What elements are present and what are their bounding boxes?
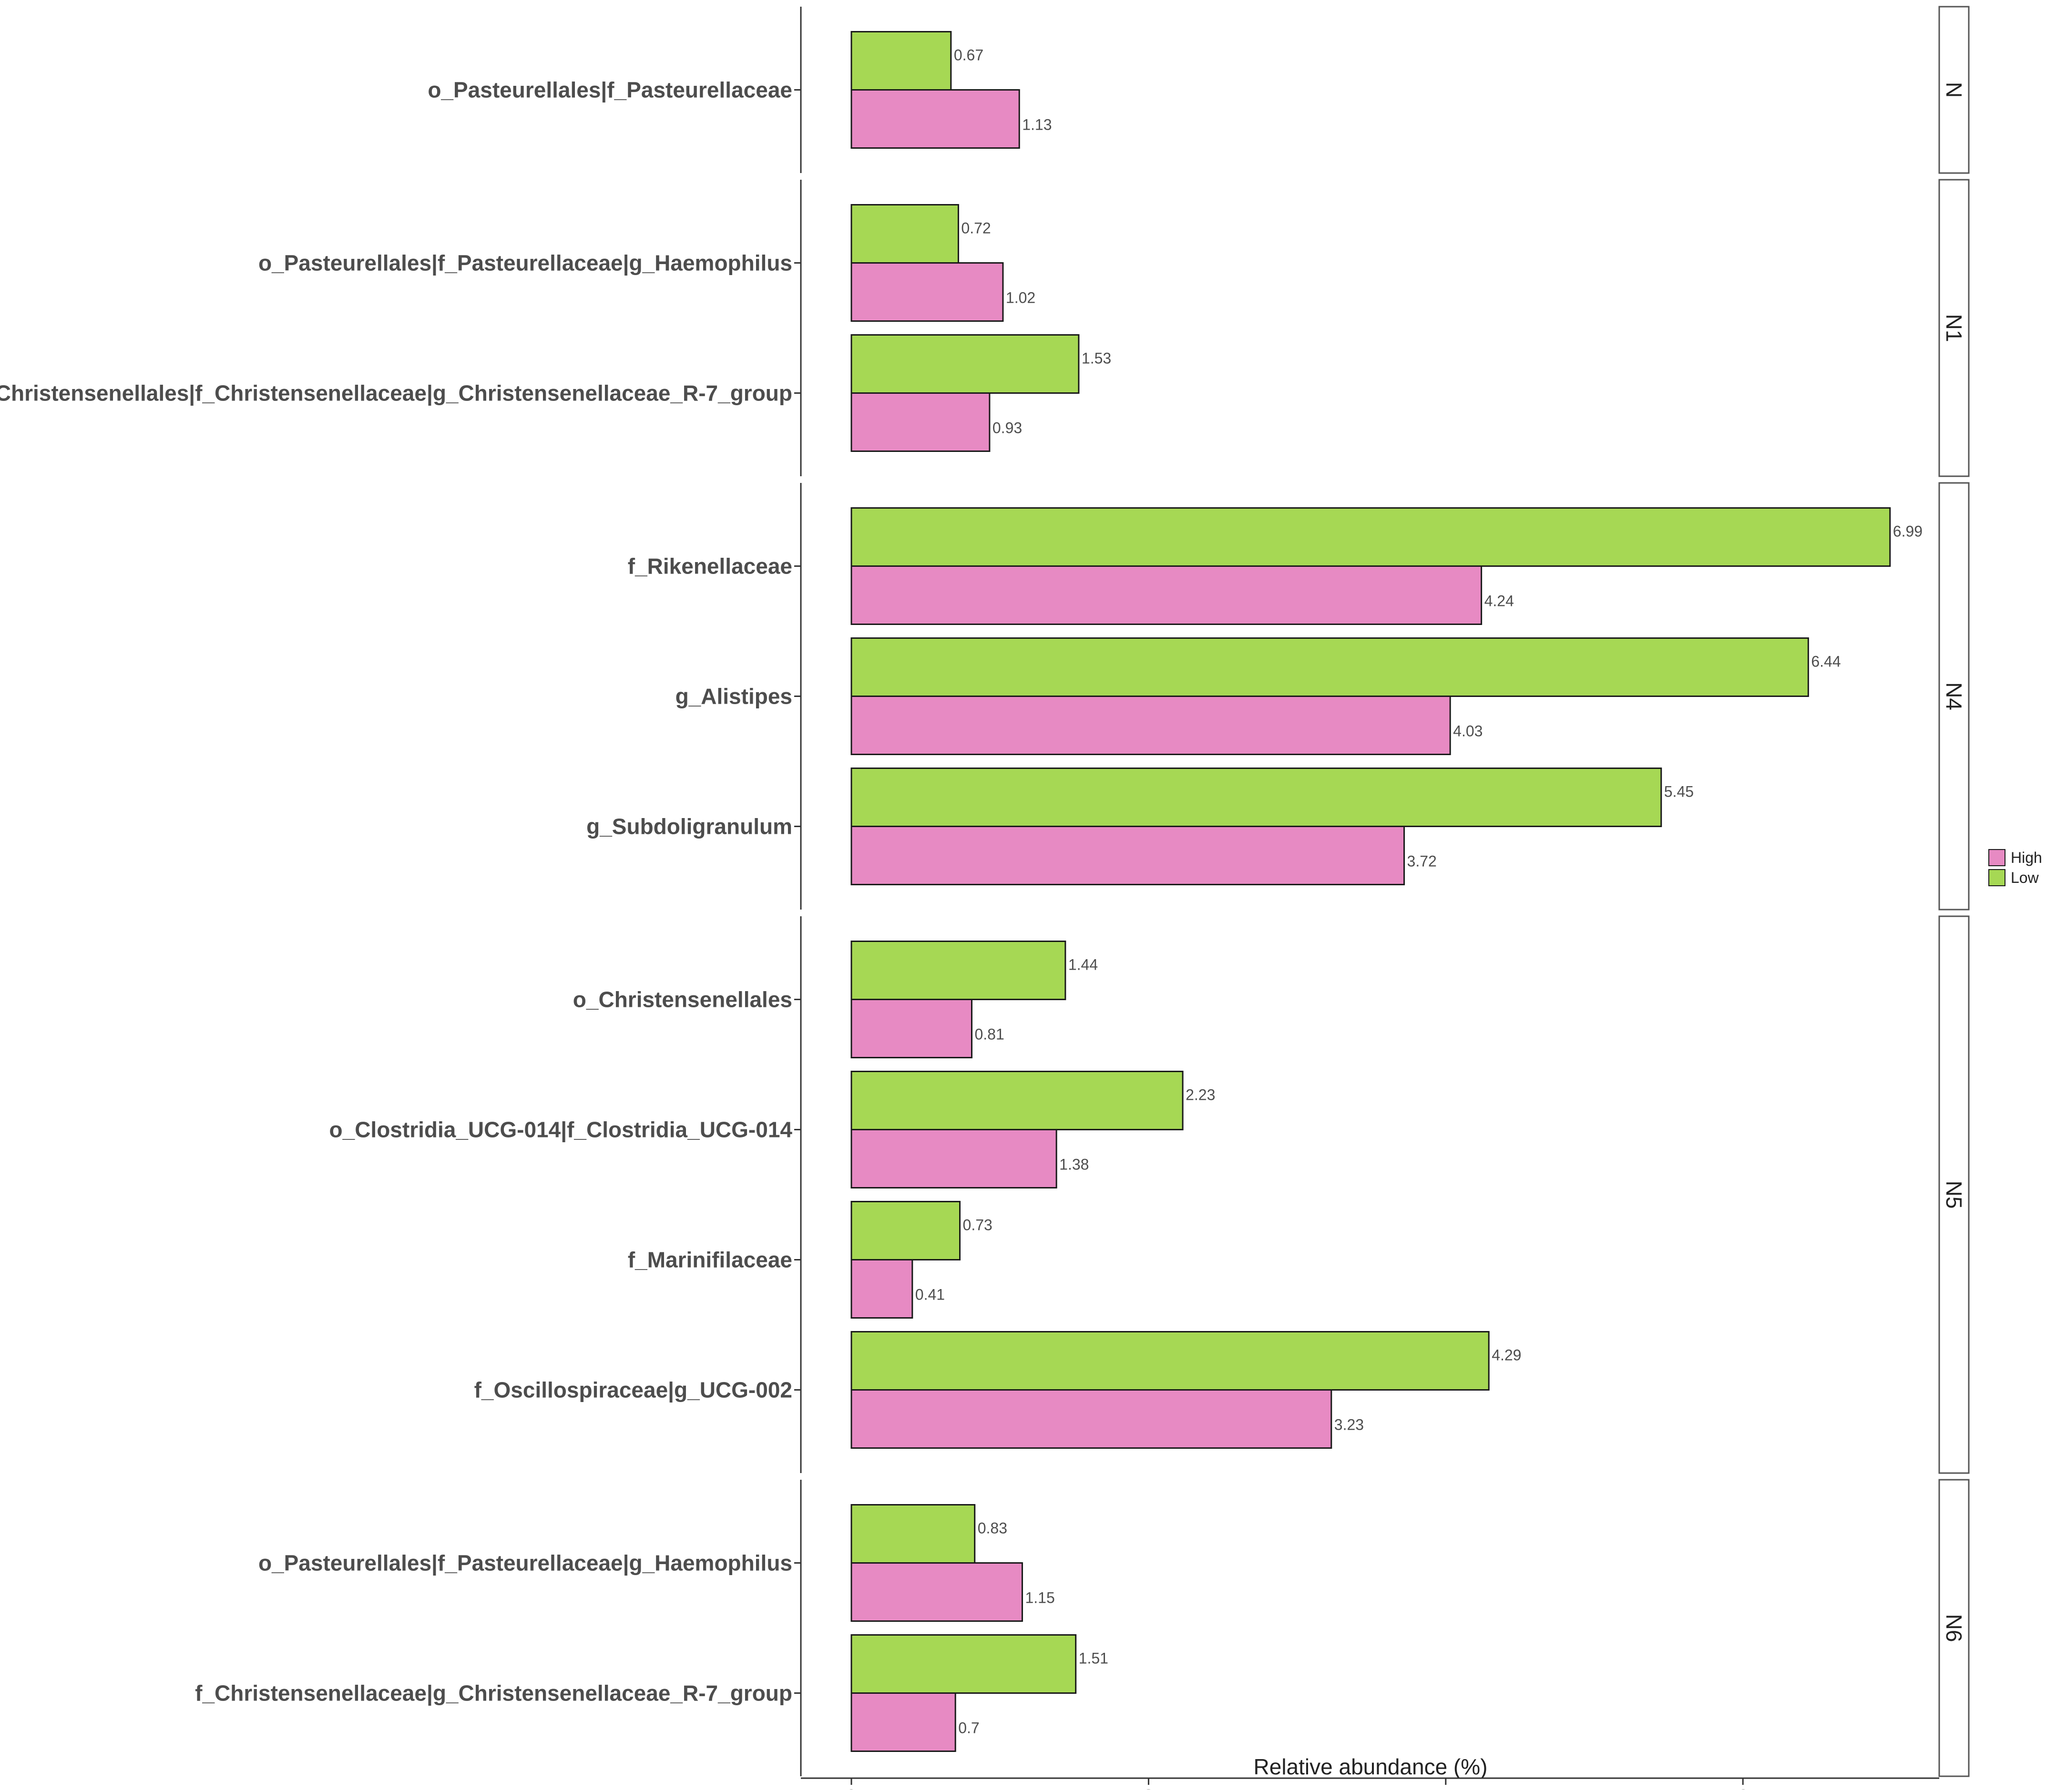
value-label-high: 0.93	[992, 420, 1022, 437]
value-label-low: 1.51	[1079, 1650, 1108, 1667]
value-label-low: 0.72	[961, 220, 991, 237]
value-label-high: 1.15	[1025, 1589, 1054, 1607]
bar-high	[850, 1259, 913, 1319]
bar-low	[850, 1201, 961, 1260]
bar-high	[850, 1692, 956, 1752]
x-tick-label: 2	[1143, 1785, 1154, 1790]
bar-low	[850, 204, 959, 264]
category-label: o_Pasteurellales|f_Pasteurellaceae	[428, 78, 792, 102]
category-label: o_Pasteurellales|f_Pasteurellaceae|g_Hae…	[258, 1551, 792, 1576]
bar-low	[850, 768, 1662, 827]
value-label-high: 0.41	[915, 1286, 945, 1303]
value-label-low: 0.83	[978, 1520, 1007, 1537]
panels-layer: No_Pasteurellales|f_Pasteurellaceae 0.67 1…	[0, 6, 1970, 1777]
value-label-high: 1.38	[1059, 1156, 1089, 1173]
value-label-low: 1.44	[1068, 956, 1098, 973]
bar-high	[850, 262, 1004, 322]
panel-n5: N5 o_Christensenellales 1.44 0.81 o_Clostrid…	[329, 915, 1970, 1474]
value-label-high: 3.72	[1407, 853, 1437, 870]
bar-high	[850, 826, 1405, 885]
value-label-high: 3.23	[1334, 1416, 1364, 1434]
x-tick-label: 4	[1440, 1785, 1452, 1790]
legend-label-low: Low	[2011, 869, 2039, 886]
bar-low	[850, 334, 1080, 394]
bar-low	[850, 1071, 1184, 1130]
x-axis: Relative abundance (%) 0 2 4 6	[801, 1754, 1939, 1792]
legend-swatch-low	[1988, 869, 2005, 886]
bar-high	[850, 1389, 1332, 1449]
value-label-high: 4.03	[1453, 723, 1483, 740]
bar-low	[850, 1331, 1490, 1391]
value-label-low: 6.99	[1893, 523, 1923, 540]
category-label: f_Marinifilaceae	[628, 1248, 792, 1272]
legend: High Low	[1988, 849, 2042, 886]
facet-strip	[1938, 482, 1970, 911]
bar-high	[850, 1129, 1057, 1188]
value-label-high: 0.7	[958, 1720, 979, 1737]
value-label-high: 1.13	[1022, 116, 1052, 133]
facet-strip	[1938, 179, 1970, 477]
facet-strip	[1938, 1479, 1970, 1777]
facet-strip-label: N4	[1942, 682, 1966, 710]
bar-high	[850, 696, 1451, 755]
category-label: f_Oscillospiraceae|g_UCG-002	[474, 1378, 792, 1403]
facet-strip-label: N6	[1942, 1614, 1966, 1642]
panel-n4: N4 f_Rikenellaceae 6.99 4.24 g_Alistipes 6.44…	[586, 482, 1970, 911]
category-label: g_Alistipes	[675, 684, 792, 709]
value-label-low: 1.53	[1082, 350, 1111, 367]
facet-strip	[1938, 915, 1970, 1474]
legend-label-high: High	[2011, 849, 2042, 866]
category-label: g_Subdoligranulum	[586, 814, 792, 839]
value-label-high: 4.24	[1484, 593, 1514, 610]
bar-high	[850, 1562, 1023, 1622]
value-label-high: 0.81	[974, 1026, 1004, 1043]
category-label: o_Clostridia_UCG-014|f_Clostridia_UCG-01…	[329, 1117, 793, 1142]
bar-high	[850, 565, 1483, 625]
facet-strip-label: N1	[1942, 314, 1966, 342]
panel-n1: N1 o_Pasteurellales|f_Pasteurellaceae|g_H…	[0, 179, 1970, 477]
value-label-low: 6.44	[1811, 653, 1841, 670]
panel-n6: N6 o_Pasteurellales|f_Pasteurellaceae|g_H…	[195, 1479, 1970, 1777]
category-label: f_Rikenellaceae	[628, 554, 792, 579]
category-label: o_Christensenellales	[573, 987, 792, 1012]
bar-high	[850, 89, 1020, 149]
bar-low	[850, 1634, 1077, 1694]
value-label-low: 4.29	[1492, 1347, 1521, 1364]
bar-low	[850, 507, 1891, 567]
x-tick-label: 0	[846, 1785, 857, 1790]
bar-low	[850, 637, 1809, 697]
value-label-low: 5.45	[1664, 783, 1694, 800]
facet-strip-label: N	[1942, 82, 1966, 98]
facet-strip	[1938, 6, 1970, 174]
panel-n: No_Pasteurellales|f_Pasteurellaceae 0.67 1…	[428, 6, 1970, 174]
legend-swatch-high	[1988, 849, 2005, 866]
category-label: o_Christensenellales|f_Christensenellace…	[0, 381, 792, 406]
value-label-high: 1.02	[1006, 289, 1035, 307]
x-axis-title: Relative abundance (%)	[1254, 1754, 1488, 1779]
value-label-low: 0.67	[954, 47, 983, 64]
category-label: o_Pasteurellales|f_Pasteurellaceae|g_Hae…	[258, 251, 792, 276]
facet-strip-label: N5	[1942, 1181, 1966, 1209]
bar-low	[850, 31, 952, 91]
bar-high	[850, 999, 972, 1058]
x-tick-label: 6	[1737, 1785, 1749, 1790]
category-label: f_Christensenellaceae|g_Christensenellac…	[195, 1681, 792, 1706]
value-label-low: 0.73	[963, 1217, 992, 1234]
bar-low	[850, 1504, 976, 1564]
bar-high	[850, 392, 991, 452]
value-label-low: 2.23	[1186, 1086, 1215, 1104]
bar-low	[850, 941, 1066, 1000]
